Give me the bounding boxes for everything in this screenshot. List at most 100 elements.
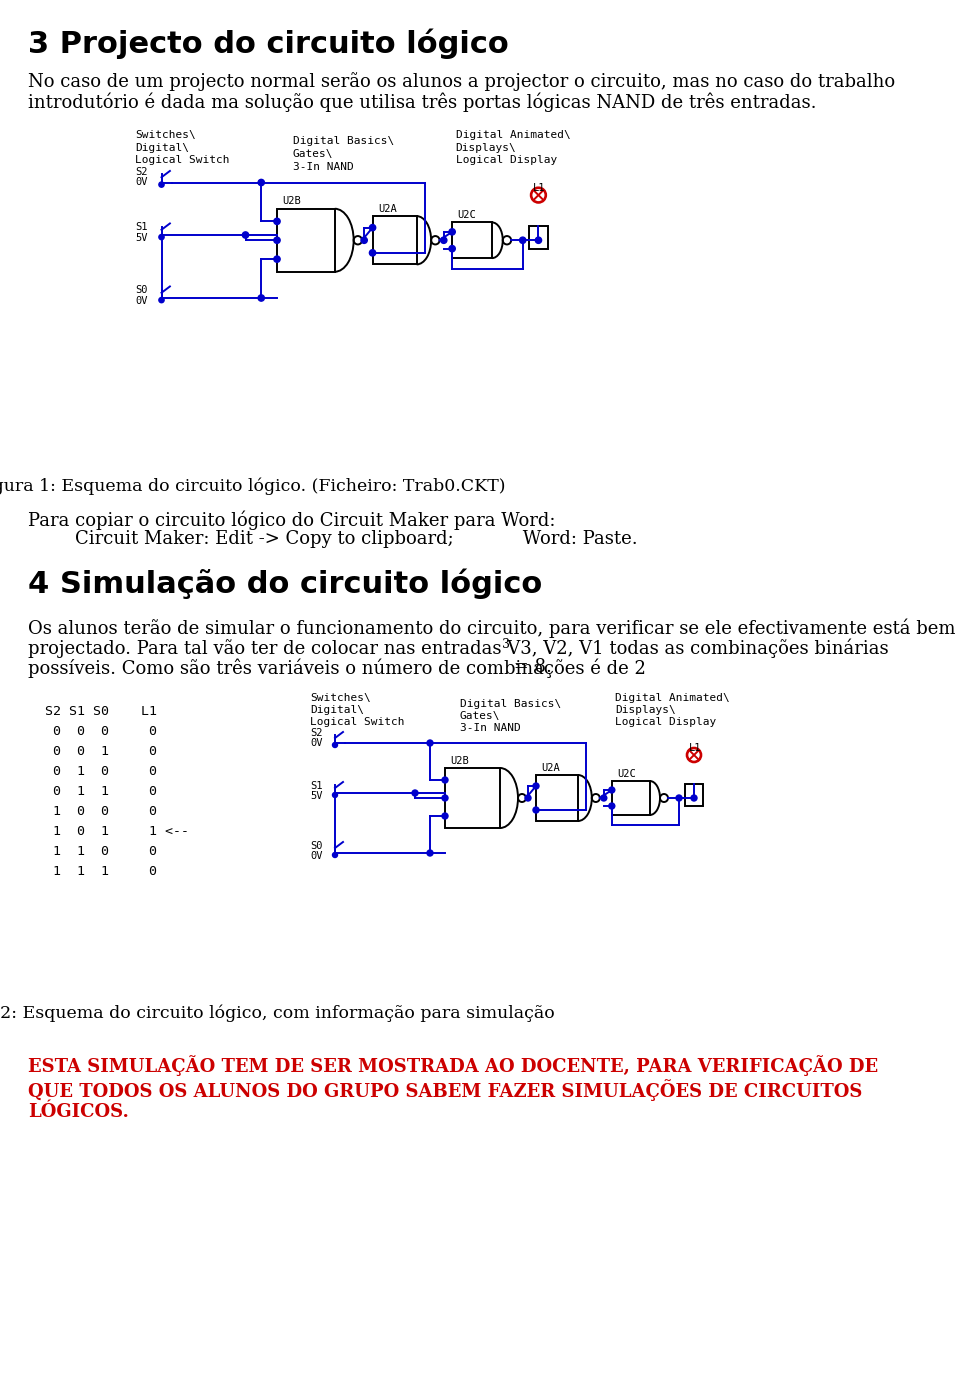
Circle shape (676, 795, 682, 802)
Bar (536, 775, 578, 821)
Bar (685, 784, 703, 806)
Text: L1: L1 (689, 742, 702, 754)
Circle shape (361, 236, 368, 243)
Circle shape (601, 795, 607, 802)
Text: Digital Basics\: Digital Basics\ (460, 698, 562, 710)
Circle shape (158, 235, 164, 239)
Circle shape (525, 795, 531, 802)
Text: U2A: U2A (378, 204, 396, 213)
Text: 4 Simulação do circuito lógico: 4 Simulação do circuito lógico (28, 568, 542, 598)
Text: introdutório é dada ma solução que utilisa três portas lógicas NAND de três entr: introdutório é dada ma solução que utili… (28, 92, 817, 111)
Text: Switches\: Switches\ (310, 693, 371, 703)
Text: Digital\: Digital\ (310, 705, 364, 715)
Bar (529, 226, 548, 249)
Bar (277, 209, 335, 272)
Circle shape (258, 179, 264, 186)
Text: Switches\: Switches\ (135, 131, 196, 140)
Circle shape (442, 795, 448, 802)
Bar (452, 223, 492, 258)
Text: possíveis. Como são três variáveis o número de combinações é de 2: possíveis. Como são três variáveis o núm… (28, 659, 646, 678)
Text: 3-In NAND: 3-In NAND (293, 161, 353, 172)
Text: Logical Display: Logical Display (615, 716, 716, 727)
Circle shape (441, 236, 447, 243)
Circle shape (274, 236, 280, 243)
Circle shape (449, 228, 455, 235)
Text: Digital Basics\: Digital Basics\ (293, 136, 394, 146)
Circle shape (533, 782, 539, 789)
Bar (372, 216, 417, 264)
Text: Gates\: Gates\ (293, 148, 333, 160)
Text: 1  1  0     0: 1 1 0 0 (45, 846, 157, 858)
Text: Circuit Maker: Edit -> Copy to clipboard;            Word: Paste.: Circuit Maker: Edit -> Copy to clipboard… (75, 529, 637, 549)
Text: S2: S2 (135, 166, 148, 177)
Bar (612, 781, 650, 815)
Text: 0  0  0     0: 0 0 0 0 (45, 725, 157, 738)
Text: 0  0  1     0: 0 0 1 0 (45, 745, 157, 758)
Text: 3: 3 (502, 638, 510, 650)
Circle shape (609, 786, 614, 793)
Text: Figura 1: Esquema do circuito lógico. (Ficheiro: Trab0.CKT): Figura 1: Esquema do circuito lógico. (F… (0, 477, 505, 495)
Text: Displays\: Displays\ (615, 705, 676, 715)
Circle shape (158, 182, 164, 187)
Circle shape (370, 224, 375, 231)
Text: Figura 2: Esquema do circuito lógico, com informação para simulação: Figura 2: Esquema do circuito lógico, co… (0, 1005, 554, 1023)
Circle shape (158, 297, 164, 302)
Circle shape (332, 852, 338, 858)
Text: Logical Switch: Logical Switch (135, 155, 229, 165)
Text: No caso de um projecto normal serão os alunos a projector o circuito, mas no cas: No caso de um projecto normal serão os a… (28, 72, 895, 91)
Circle shape (274, 219, 280, 224)
Text: Digital Animated\: Digital Animated\ (615, 693, 730, 703)
Text: U2B: U2B (282, 197, 301, 206)
Text: 3-In NAND: 3-In NAND (460, 723, 520, 733)
Text: U2C: U2C (457, 210, 476, 220)
Circle shape (442, 813, 448, 820)
Circle shape (449, 246, 455, 252)
Text: 0  1  0     0: 0 1 0 0 (45, 765, 157, 778)
Circle shape (533, 807, 539, 813)
Circle shape (609, 803, 614, 808)
Circle shape (519, 236, 526, 243)
Text: QUE TODOS OS ALUNOS DO GRUPO SABEM FAZER SIMULAÇÕES DE CIRCUITOS: QUE TODOS OS ALUNOS DO GRUPO SABEM FAZER… (28, 1079, 862, 1101)
Circle shape (442, 777, 448, 782)
Circle shape (274, 256, 280, 263)
Text: ESTA SIMULAÇÃO TEM DE SER MOSTRADA AO DOCENTE, PARA VERIFICAÇÃO DE: ESTA SIMULAÇÃO TEM DE SER MOSTRADA AO DO… (28, 1055, 878, 1075)
Circle shape (427, 850, 433, 857)
Text: Digital\: Digital\ (135, 143, 189, 153)
Text: U2B: U2B (450, 756, 468, 766)
Circle shape (242, 232, 249, 238)
Circle shape (427, 740, 433, 747)
Text: Para copiar o circuito lógico do Circuit Maker para Word:: Para copiar o circuito lógico do Circuit… (28, 510, 556, 529)
Text: Displays\: Displays\ (455, 143, 516, 153)
Text: LÓGICOS.: LÓGICOS. (28, 1103, 129, 1121)
Text: Digital Animated\: Digital Animated\ (455, 131, 570, 140)
Text: U2A: U2A (541, 763, 560, 773)
Text: 0V: 0V (310, 851, 323, 861)
Text: S0: S0 (310, 842, 323, 851)
Text: = 8.: = 8. (508, 659, 552, 676)
Text: Os alunos terão de simular o funcionamento do circuito, para verificar se ele ef: Os alunos terão de simular o funcionamen… (28, 617, 955, 638)
Bar (445, 769, 500, 828)
Text: 0V: 0V (135, 177, 148, 187)
Text: 1  0  0     0: 1 0 0 0 (45, 804, 157, 818)
Text: S2 S1 S0    L1: S2 S1 S0 L1 (45, 705, 157, 718)
Circle shape (332, 742, 338, 748)
Text: 3 Projecto do circuito lógico: 3 Projecto do circuito lógico (28, 28, 509, 59)
Circle shape (536, 236, 541, 243)
Text: 0  1  1     0: 0 1 1 0 (45, 785, 157, 797)
Text: S1: S1 (135, 223, 148, 232)
Text: L1: L1 (533, 183, 545, 192)
Text: S1: S1 (310, 781, 323, 791)
Text: S0: S0 (135, 286, 148, 296)
Circle shape (691, 795, 697, 802)
Text: 1  1  1     0: 1 1 1 0 (45, 865, 157, 879)
Text: 5V: 5V (135, 232, 148, 243)
Circle shape (370, 250, 375, 256)
Circle shape (332, 792, 338, 797)
Text: 1  0  1     1 <--: 1 0 1 1 <-- (45, 825, 189, 837)
Text: Gates\: Gates\ (460, 711, 500, 720)
Text: Logical Switch: Logical Switch (310, 716, 404, 727)
Text: 0V: 0V (135, 296, 148, 305)
Text: 5V: 5V (310, 791, 323, 802)
Text: 0V: 0V (310, 738, 323, 748)
Text: Logical Display: Logical Display (455, 155, 557, 165)
